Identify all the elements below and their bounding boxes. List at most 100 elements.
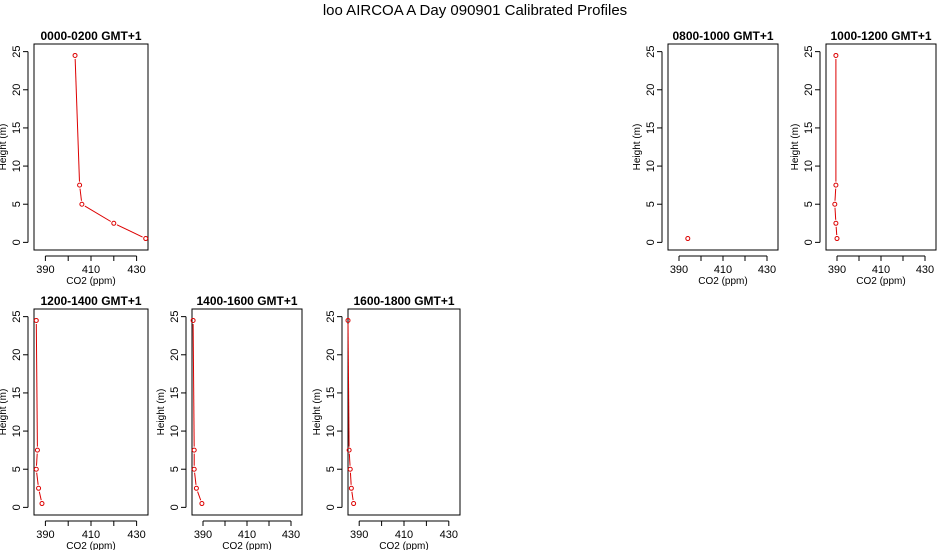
data-point bbox=[143, 236, 149, 242]
x-tick-label: 390 bbox=[670, 264, 688, 276]
x-axis-label: CO2 (ppm) bbox=[379, 541, 428, 550]
y-tick-label: 10 bbox=[11, 425, 23, 437]
y-tick-label: 0 bbox=[11, 504, 23, 510]
profile-segment bbox=[197, 491, 202, 501]
y-tick-label: 10 bbox=[803, 160, 815, 172]
x-axis-label: CO2 (ppm) bbox=[856, 276, 905, 287]
y-tick-label: 25 bbox=[11, 46, 23, 58]
data-point bbox=[193, 485, 199, 491]
panel-1200-1400: 1200-1400 GMT+1 390 410 430 CO2 (ppm) 0 5 10 15 2… bbox=[0, 294, 149, 550]
plot-frame bbox=[825, 43, 937, 251]
data-point bbox=[77, 182, 83, 188]
panel-title: 0800-1000 GMT+1 bbox=[672, 29, 773, 43]
data-point bbox=[351, 501, 357, 507]
y-tick-label: 20 bbox=[11, 84, 23, 96]
x-axis-label: CO2 (ppm) bbox=[66, 276, 115, 287]
x-tick-label: 390 bbox=[36, 529, 54, 541]
x-tick-label: 430 bbox=[758, 264, 776, 276]
x-tick-label: 430 bbox=[127, 529, 145, 541]
x-tick-label: 390 bbox=[36, 264, 54, 276]
panel-1000-1200: 1000-1200 GMT+1 390 410 430 CO2 (ppm) 0 5 10 15 2… bbox=[790, 29, 937, 287]
data-point bbox=[36, 485, 42, 491]
y-tick-label: 5 bbox=[169, 466, 181, 472]
profile-segment bbox=[835, 226, 838, 236]
data-point bbox=[833, 182, 839, 188]
data-point bbox=[199, 501, 205, 507]
data-point bbox=[834, 236, 840, 242]
panel-title: 1400-1600 GMT+1 bbox=[196, 294, 297, 308]
figure-title: loo AIRCOA A Day 090901 Calibrated Profi… bbox=[322, 2, 628, 19]
x-tick-label: 430 bbox=[916, 264, 934, 276]
data-point bbox=[191, 447, 197, 453]
profile-segment bbox=[35, 453, 38, 466]
data-point bbox=[111, 220, 117, 226]
data-point bbox=[191, 466, 197, 472]
y-tick-label: 5 bbox=[645, 201, 657, 207]
y-tick-label: 5 bbox=[803, 201, 815, 207]
plot-frame bbox=[33, 308, 149, 516]
y-tick-label: 10 bbox=[11, 160, 23, 172]
x-tick-label: 390 bbox=[828, 264, 846, 276]
y-axis-label: Height (m) bbox=[156, 389, 167, 436]
profile-segment bbox=[834, 188, 837, 201]
profile-segment bbox=[349, 472, 352, 485]
profile-segment bbox=[84, 205, 112, 222]
profile-segment bbox=[35, 323, 38, 447]
profile-segment bbox=[79, 188, 82, 201]
panel-1400-1600: 1400-1600 GMT+1 390 410 430 CO2 (ppm) 0 5 10 15 2… bbox=[156, 294, 303, 550]
x-tick-label: 430 bbox=[440, 529, 458, 541]
data-point bbox=[347, 466, 353, 472]
y-tick-label: 20 bbox=[325, 349, 337, 361]
data-point bbox=[72, 52, 78, 58]
x-tick-label: 410 bbox=[872, 264, 890, 276]
y-tick-label: 0 bbox=[169, 504, 181, 510]
y-tick-label: 15 bbox=[169, 387, 181, 399]
profile-segment bbox=[116, 224, 143, 238]
y-tick-label: 25 bbox=[803, 46, 815, 58]
x-tick-label: 410 bbox=[395, 529, 413, 541]
y-tick-label: 15 bbox=[11, 387, 23, 399]
x-tick-label: 410 bbox=[238, 529, 256, 541]
x-tick-label: 410 bbox=[714, 264, 732, 276]
x-tick-label: 410 bbox=[82, 264, 100, 276]
data-point bbox=[345, 317, 351, 323]
data-point bbox=[190, 317, 196, 323]
profile-segment bbox=[192, 323, 195, 447]
data-point bbox=[39, 501, 45, 507]
plot-frame bbox=[191, 308, 303, 516]
y-tick-label: 10 bbox=[169, 425, 181, 437]
y-tick-label: 15 bbox=[645, 122, 657, 134]
y-tick-label: 5 bbox=[325, 466, 337, 472]
y-tick-label: 0 bbox=[11, 239, 23, 245]
y-axis-label: Height (m) bbox=[632, 124, 643, 171]
y-axis-label: Height (m) bbox=[312, 389, 323, 436]
y-tick-label: 5 bbox=[11, 466, 23, 472]
y-tick-label: 15 bbox=[325, 387, 337, 399]
y-tick-label: 25 bbox=[325, 311, 337, 323]
profile-segment bbox=[36, 472, 39, 485]
data-point bbox=[34, 447, 40, 453]
y-tick-label: 20 bbox=[169, 349, 181, 361]
panel-0000-0200: 0000-0200 GMT+1 390 410 430 CO2 (ppm) 0 5 10 15 2… bbox=[0, 29, 149, 287]
x-tick-label: 390 bbox=[194, 529, 212, 541]
x-axis-label: CO2 (ppm) bbox=[698, 276, 747, 287]
y-tick-label: 10 bbox=[645, 160, 657, 172]
panel-0800-1000: 0800-1000 GMT+1 390 410 430 CO2 (ppm) 0 5 10 15 2… bbox=[632, 29, 779, 287]
y-tick-label: 5 bbox=[11, 201, 23, 207]
y-axis-label: Height (m) bbox=[790, 124, 801, 171]
profile-segment bbox=[348, 453, 351, 466]
data-point bbox=[346, 447, 352, 453]
data-point bbox=[833, 52, 839, 58]
y-tick-label: 25 bbox=[11, 311, 23, 323]
plot-frame bbox=[667, 43, 779, 251]
y-tick-label: 20 bbox=[803, 84, 815, 96]
panel-1600-1800: 1600-1800 GMT+1 390 410 430 CO2 (ppm) 0 5 10 15 2… bbox=[312, 294, 461, 550]
y-tick-label: 20 bbox=[11, 349, 23, 361]
x-tick-label: 430 bbox=[282, 529, 300, 541]
plot-frame bbox=[347, 308, 461, 516]
panel-title: 1600-1800 GMT+1 bbox=[353, 294, 454, 308]
y-tick-label: 0 bbox=[325, 504, 337, 510]
x-axis-label: CO2 (ppm) bbox=[222, 541, 271, 550]
x-tick-label: 430 bbox=[127, 264, 145, 276]
